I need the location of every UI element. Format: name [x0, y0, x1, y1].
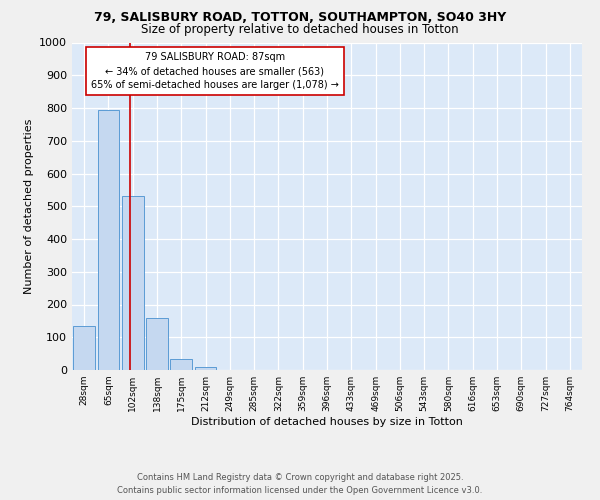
- Bar: [122, 196, 143, 370]
- Text: Contains HM Land Registry data © Crown copyright and database right 2025.
Contai: Contains HM Land Registry data © Crown c…: [118, 474, 482, 495]
- X-axis label: Distribution of detached houses by size in Totton: Distribution of detached houses by size …: [191, 417, 463, 427]
- Text: 79 SALISBURY ROAD: 87sqm
← 34% of detached houses are smaller (563)
65% of semi-: 79 SALISBURY ROAD: 87sqm ← 34% of detach…: [91, 52, 339, 90]
- Text: 79, SALISBURY ROAD, TOTTON, SOUTHAMPTON, SO40 3HY: 79, SALISBURY ROAD, TOTTON, SOUTHAMPTON,…: [94, 11, 506, 24]
- Title: 79, SALISBURY ROAD, TOTTON, SOUTHAMPTON, SO40 3HY
Size of property relative to d: 79, SALISBURY ROAD, TOTTON, SOUTHAMPTON,…: [0, 499, 1, 500]
- Bar: [170, 358, 192, 370]
- Bar: [73, 326, 95, 370]
- Bar: [194, 368, 217, 370]
- Text: Size of property relative to detached houses in Totton: Size of property relative to detached ho…: [141, 22, 459, 36]
- Bar: [97, 110, 119, 370]
- Y-axis label: Number of detached properties: Number of detached properties: [23, 118, 34, 294]
- Bar: [146, 318, 168, 370]
